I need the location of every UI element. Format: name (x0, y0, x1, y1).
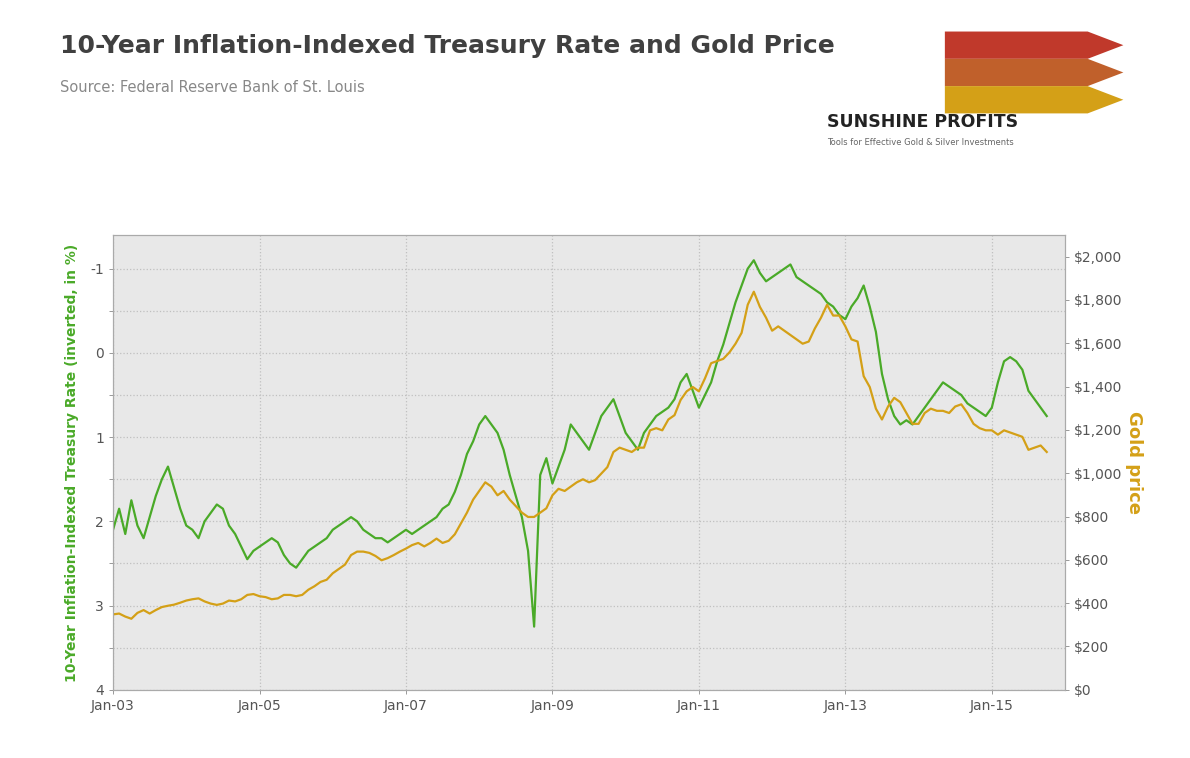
Y-axis label: 10-Year Inflation-Indexed Treasury Rate (inverted, in %): 10-Year Inflation-Indexed Treasury Rate … (65, 243, 80, 681)
Text: 10-Year Inflation-Indexed Treasury Rate and Gold Price: 10-Year Inflation-Indexed Treasury Rate … (60, 34, 834, 58)
Polygon shape (945, 86, 1123, 114)
Text: Tools for Effective Gold & Silver Investments: Tools for Effective Gold & Silver Invest… (827, 138, 1014, 147)
Y-axis label: Gold price: Gold price (1126, 411, 1144, 514)
Text: Source: Federal Reserve Bank of St. Louis: Source: Federal Reserve Bank of St. Loui… (60, 80, 364, 95)
Text: SUNSHINE PROFITS: SUNSHINE PROFITS (827, 114, 1019, 131)
Polygon shape (945, 32, 1123, 59)
Polygon shape (945, 59, 1123, 86)
